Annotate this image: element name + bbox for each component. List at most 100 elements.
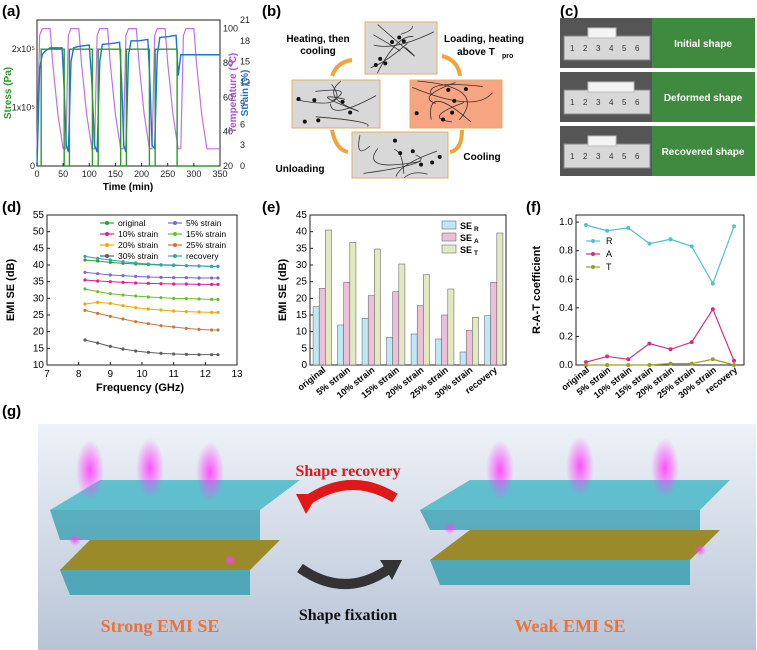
d-legend-label: original xyxy=(118,218,146,228)
d-point xyxy=(108,280,112,284)
f-point xyxy=(626,357,631,362)
d-legend-label: 10% strain xyxy=(118,229,158,239)
e-bar xyxy=(325,229,332,366)
step-loading: Loading, heating xyxy=(444,34,524,45)
d-point xyxy=(159,263,163,267)
d-series-line xyxy=(84,339,218,356)
d-xtick-label: 7 xyxy=(44,369,50,380)
e-bar xyxy=(392,291,400,366)
e-bar xyxy=(312,306,320,366)
d-series-line xyxy=(84,288,218,300)
f-series-line xyxy=(586,358,735,366)
foam-left-bottom-layer xyxy=(60,570,250,595)
crosslink-node xyxy=(348,110,353,115)
f-point xyxy=(689,340,694,345)
polymer-chain xyxy=(363,154,422,174)
panel-a-label: (a) xyxy=(2,3,20,20)
e-bar xyxy=(484,315,491,366)
crosslink-node xyxy=(401,39,406,44)
crosslink-node xyxy=(390,40,395,45)
d-ytick-label: 45 xyxy=(33,243,45,254)
f-point xyxy=(710,307,715,312)
crosslink-node xyxy=(296,96,301,101)
ruler-number: 2 xyxy=(583,152,588,161)
d-point xyxy=(159,296,163,300)
panel-d-xlabel: Frequency (GHz) xyxy=(96,382,184,394)
d-series-line xyxy=(84,301,218,313)
e-ytick-label: 30 xyxy=(296,260,308,271)
crosslink-node xyxy=(450,110,455,115)
foam-right-bottom-layer xyxy=(430,560,690,585)
d-point xyxy=(197,327,201,331)
e-ytick-label: 10 xyxy=(296,327,308,338)
d-point xyxy=(172,276,176,280)
f-point xyxy=(689,361,694,366)
polymer-chain xyxy=(395,150,438,177)
d-point xyxy=(216,297,220,301)
d-point xyxy=(146,281,150,285)
polymer-chain xyxy=(417,80,468,121)
em-reflection-glow xyxy=(694,544,706,556)
a-strain-tick: 6 xyxy=(240,119,245,129)
e-legend-sub: A xyxy=(474,238,479,245)
shape-label: Deformed shape xyxy=(664,93,743,104)
crosslink-node xyxy=(398,151,403,156)
d-ytick-label: 25 xyxy=(33,310,45,321)
d-point xyxy=(216,328,220,332)
f-point xyxy=(668,347,673,352)
step-unloading: Unloading xyxy=(276,164,325,175)
e-bar xyxy=(386,337,393,366)
panel-b-label: (b) xyxy=(262,3,281,20)
f-legend-label: R xyxy=(606,236,613,246)
em-wave-glow xyxy=(76,440,104,500)
d-point xyxy=(159,351,163,355)
shape-label: Initial shape xyxy=(674,39,732,50)
arrow-cooling xyxy=(449,129,464,154)
d-point xyxy=(184,326,188,330)
crosslink-node xyxy=(441,117,446,122)
d-point xyxy=(197,276,201,280)
a-xtick-label: 150 xyxy=(108,169,123,179)
a-xtick-label: 250 xyxy=(160,169,175,179)
crosslink-node xyxy=(397,35,402,40)
panel-a-left-ticks: 0 1x10⁵ 2x10⁵ xyxy=(12,44,36,171)
d-point xyxy=(172,325,176,329)
d-point xyxy=(83,258,87,262)
e-legend-swatch xyxy=(441,220,457,230)
foam-weak xyxy=(420,480,730,585)
d-point xyxy=(159,282,163,286)
e-ytick-label: 35 xyxy=(296,243,308,254)
f-point xyxy=(626,225,631,230)
d-point xyxy=(108,292,112,296)
foam-left-top-layer xyxy=(50,480,300,510)
shape-label-box xyxy=(652,126,755,176)
ruler-number: 3 xyxy=(596,44,601,53)
d-legend-label: 30% strain xyxy=(118,251,158,261)
d-point xyxy=(159,324,163,328)
d-point xyxy=(197,353,201,357)
d-legend-marker xyxy=(173,243,177,247)
a-temp-tick: 20 xyxy=(223,161,233,171)
d-point xyxy=(197,297,201,301)
e-bar xyxy=(374,248,381,366)
d-ytick-label: 20 xyxy=(33,327,45,338)
d-point xyxy=(83,302,87,306)
d-series-line xyxy=(84,279,218,285)
d-point xyxy=(146,262,150,266)
e-bar xyxy=(435,338,442,366)
crosslink-node xyxy=(383,61,388,66)
d-point xyxy=(184,310,188,314)
d-point xyxy=(96,272,100,276)
a-xtick-label: 300 xyxy=(186,169,201,179)
e-legend-label: SE xyxy=(460,245,472,255)
e-bar xyxy=(337,324,344,366)
e-bar xyxy=(447,288,455,366)
panel-d-legend: original 5% strain 10% strain 15% strain 20%… xyxy=(100,218,226,261)
d-point xyxy=(96,341,100,345)
arrow-loading xyxy=(441,54,462,77)
ruler-number: 3 xyxy=(596,152,601,161)
d-point xyxy=(96,311,100,315)
polymer-chain xyxy=(438,102,465,123)
a-xtick-label: 350 xyxy=(212,169,227,179)
